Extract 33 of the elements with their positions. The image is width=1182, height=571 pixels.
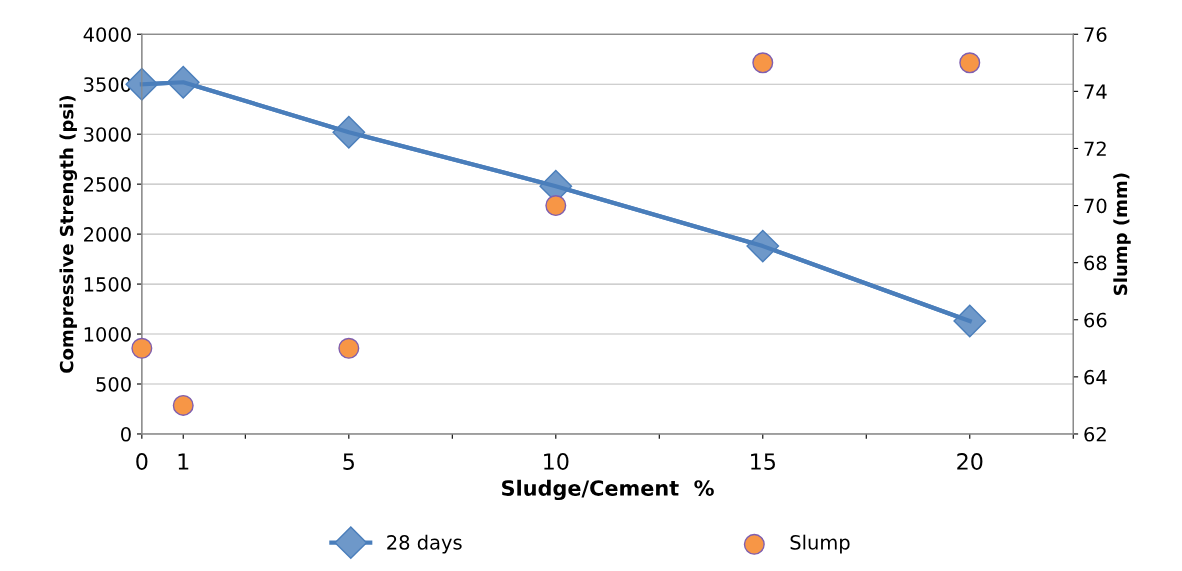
y-tick-label: 3000: [84, 127, 131, 142]
point: [545, 195, 567, 217]
y2-tick-label: 70: [1084, 198, 1107, 214]
y-tick-label: 2000: [84, 227, 131, 242]
point: [131, 337, 153, 359]
x-tick-label: 1: [178, 453, 189, 470]
y2-tick-label: 74: [1084, 84, 1107, 99]
x-tick-label: 20: [957, 453, 983, 470]
y2-tick-label: 68: [1084, 255, 1107, 271]
y-tick-label: 1500: [84, 277, 131, 292]
x-tick-label: 10: [544, 453, 569, 470]
y2-tick-label: 64: [1084, 369, 1107, 385]
y2-axis-title: Slump (mm): [1113, 173, 1131, 295]
x-tick-label: 5: [343, 453, 354, 470]
point: [172, 394, 194, 416]
y-tick-label: 500: [96, 376, 131, 392]
y2-tick-label: 72: [1084, 141, 1106, 156]
y-tick-label: 2500: [84, 177, 131, 192]
y2-tick-label: 76: [1084, 27, 1107, 42]
point: [752, 52, 774, 74]
y-tick-label: 0: [121, 426, 131, 442]
x-axis-title: Sludge/Cement %: [502, 479, 714, 501]
point: [338, 337, 360, 359]
y-tick-label: 1000: [84, 326, 131, 342]
y-axis-title: Compressive Strength (psi): [59, 96, 78, 373]
legend-label: 28 days: [387, 534, 462, 554]
y2-tick-label: 62: [1084, 426, 1106, 442]
y2-tick-label: 66: [1084, 312, 1107, 328]
y-tick-label: 4000: [83, 27, 131, 42]
legend-label: Slump: [790, 534, 850, 554]
x-tick-label: 0: [136, 453, 148, 470]
point: [959, 52, 981, 74]
x-tick-label: 15: [751, 453, 775, 470]
